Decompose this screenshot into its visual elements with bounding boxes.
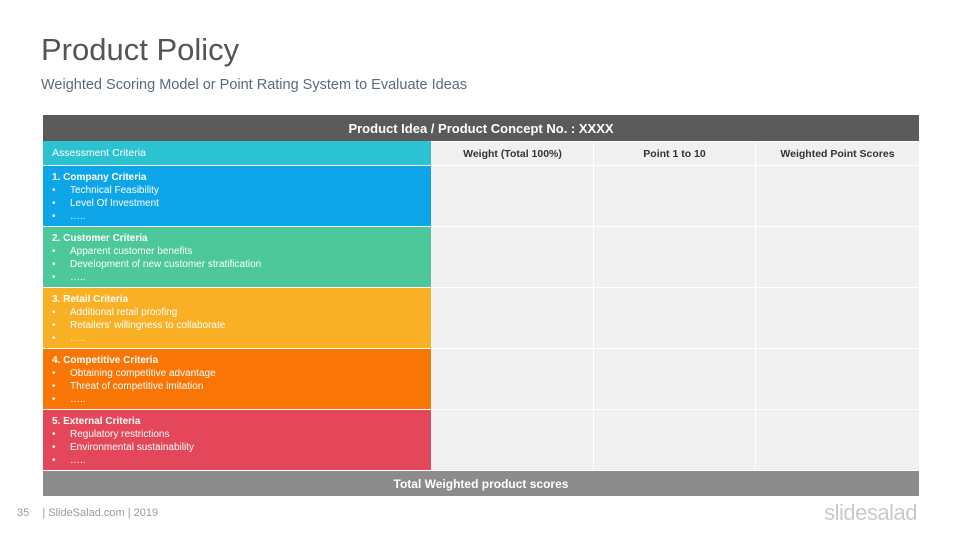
criteria-title: 3. Retail Criteria bbox=[52, 294, 129, 305]
criteria-list: • Regulatory restrictions • Environmental s… bbox=[52, 428, 422, 467]
criteria-list: • Technical Feasibility • Level Of Investme… bbox=[52, 184, 422, 223]
points-cell[interactable] bbox=[594, 166, 756, 226]
list-item-text: ….. bbox=[70, 272, 86, 283]
list-item: • ….. bbox=[52, 454, 422, 467]
footer: 35 | SlideSalad.com | 2019 bbox=[17, 507, 158, 519]
criteria-title: 5. External Criteria bbox=[52, 416, 141, 427]
weight-cell[interactable] bbox=[432, 410, 594, 470]
list-item-text: Regulatory restrictions bbox=[70, 429, 170, 440]
points-column-header: Point 1 to 10 bbox=[594, 141, 756, 165]
points-cell[interactable] bbox=[594, 288, 756, 348]
criteria-title: 2. Customer Criteria bbox=[52, 233, 148, 244]
points-cell[interactable] bbox=[594, 410, 756, 470]
points-cell[interactable] bbox=[594, 349, 756, 409]
list-item-text: Retailers' willingness to collaborate bbox=[70, 320, 226, 331]
criteria-title: 4. Competitive Criteria bbox=[52, 355, 159, 366]
list-item: • Obtaining competitive advantage bbox=[52, 367, 422, 380]
scores-column-header: Weighted Point Scores bbox=[756, 141, 919, 165]
points-cell[interactable] bbox=[594, 227, 756, 287]
brand-logo: slidesalad bbox=[824, 500, 917, 525]
table-row: 4. Competitive Criteria • Obtaining compet… bbox=[43, 348, 919, 409]
score-cell[interactable] bbox=[756, 349, 919, 409]
bullet-icon: • bbox=[52, 246, 56, 257]
list-item: • Apparent customer benefits bbox=[52, 245, 422, 258]
criteria-list: • Obtaining competitive advantage • Threat … bbox=[52, 367, 422, 406]
list-item-text: Development of new customer stratificati… bbox=[70, 259, 262, 270]
footer-source: | SlideSalad.com | 2019 bbox=[42, 507, 159, 519]
bullet-icon: • bbox=[52, 368, 56, 379]
score-cell[interactable] bbox=[756, 410, 919, 470]
list-item: • Additional retail proofing bbox=[52, 306, 422, 319]
bullet-icon: • bbox=[52, 272, 56, 283]
list-item: • ….. bbox=[52, 393, 422, 406]
weight-cell[interactable] bbox=[432, 288, 594, 348]
list-item-text: Threat of competitive imitation bbox=[70, 381, 204, 392]
table-row: 1. Company Criteria • Technical Feasibilit… bbox=[43, 165, 919, 226]
bullet-icon: • bbox=[52, 320, 56, 331]
bullet-icon: • bbox=[52, 198, 56, 209]
criteria-rows: 1. Company Criteria • Technical Feasibilit… bbox=[43, 165, 919, 470]
page-subtitle: Weighted Scoring Model or Point Rating S… bbox=[41, 77, 468, 93]
list-item-text: Obtaining competitive advantage bbox=[70, 368, 216, 379]
criteria-title: 1. Company Criteria bbox=[52, 172, 147, 183]
list-item-text: Environmental sustainability bbox=[70, 442, 194, 453]
bullet-icon: • bbox=[52, 455, 56, 466]
list-item: • Threat of competitive imitation bbox=[52, 380, 422, 393]
weight-column-header: Weight (Total 100%) bbox=[432, 141, 594, 165]
list-item-text: ….. bbox=[70, 211, 86, 222]
list-item-text: Apparent customer benefits bbox=[70, 246, 193, 257]
list-item: • Level Of Investment bbox=[52, 197, 422, 210]
score-cell[interactable] bbox=[756, 166, 919, 226]
table-row: 3. Retail Criteria • Additional retail pro… bbox=[43, 287, 919, 348]
criteria-cell: 5. External Criteria • Regulatory restrict… bbox=[43, 410, 432, 470]
criteria-list: • Apparent customer benefits • Development … bbox=[52, 245, 422, 284]
table-row: 5. External Criteria • Regulatory restrict… bbox=[43, 409, 919, 470]
list-item: • Development of new customer stratificat… bbox=[52, 258, 422, 271]
criteria-column-header: Assessment Criteria bbox=[43, 141, 432, 165]
total-row: Total Weighted product scores bbox=[43, 470, 919, 496]
scoring-table: Product Idea / Product Concept No. : XXX… bbox=[43, 115, 919, 496]
list-item: • Environmental sustainability bbox=[52, 441, 422, 454]
criteria-cell: 1. Company Criteria • Technical Feasibilit… bbox=[43, 166, 432, 226]
list-item: • ….. bbox=[52, 271, 422, 284]
bullet-icon: • bbox=[52, 394, 56, 405]
bullet-icon: • bbox=[52, 185, 56, 196]
list-item-text: ….. bbox=[70, 394, 86, 405]
list-item-text: Technical Feasibility bbox=[70, 185, 159, 196]
table-row: 2. Customer Criteria • Apparent customer b… bbox=[43, 226, 919, 287]
list-item: • ….. bbox=[52, 210, 422, 223]
bullet-icon: • bbox=[52, 381, 56, 392]
list-item: • ….. bbox=[52, 332, 422, 345]
page-title: Product Policy bbox=[41, 32, 240, 67]
bullet-icon: • bbox=[52, 211, 56, 222]
bullet-icon: • bbox=[52, 307, 56, 318]
list-item-text: ….. bbox=[70, 455, 86, 466]
weight-cell[interactable] bbox=[432, 349, 594, 409]
list-item-text: Level Of Investment bbox=[70, 198, 159, 209]
criteria-cell: 4. Competitive Criteria • Obtaining compet… bbox=[43, 349, 432, 409]
criteria-cell: 3. Retail Criteria • Additional retail pro… bbox=[43, 288, 432, 348]
criteria-list: • Additional retail proofing • Retailers' w… bbox=[52, 306, 422, 345]
list-item-text: Additional retail proofing bbox=[70, 307, 178, 318]
bullet-icon: • bbox=[52, 442, 56, 453]
criteria-cell: 2. Customer Criteria • Apparent customer b… bbox=[43, 227, 432, 287]
bullet-icon: • bbox=[52, 429, 56, 440]
score-cell[interactable] bbox=[756, 288, 919, 348]
list-item-text: ….. bbox=[70, 333, 86, 344]
list-item: • Technical Feasibility bbox=[52, 184, 422, 197]
list-item: • Retailers' willingness to collaborate bbox=[52, 319, 422, 332]
table-header: Product Idea / Product Concept No. : XXX… bbox=[43, 115, 919, 141]
page-number: 35 bbox=[17, 507, 30, 519]
weight-cell[interactable] bbox=[432, 227, 594, 287]
bullet-icon: • bbox=[52, 333, 56, 344]
column-header-row: Assessment Criteria Weight (Total 100%) … bbox=[43, 141, 919, 165]
bullet-icon: • bbox=[52, 259, 56, 270]
weight-cell[interactable] bbox=[432, 166, 594, 226]
list-item: • Regulatory restrictions bbox=[52, 428, 422, 441]
score-cell[interactable] bbox=[756, 227, 919, 287]
